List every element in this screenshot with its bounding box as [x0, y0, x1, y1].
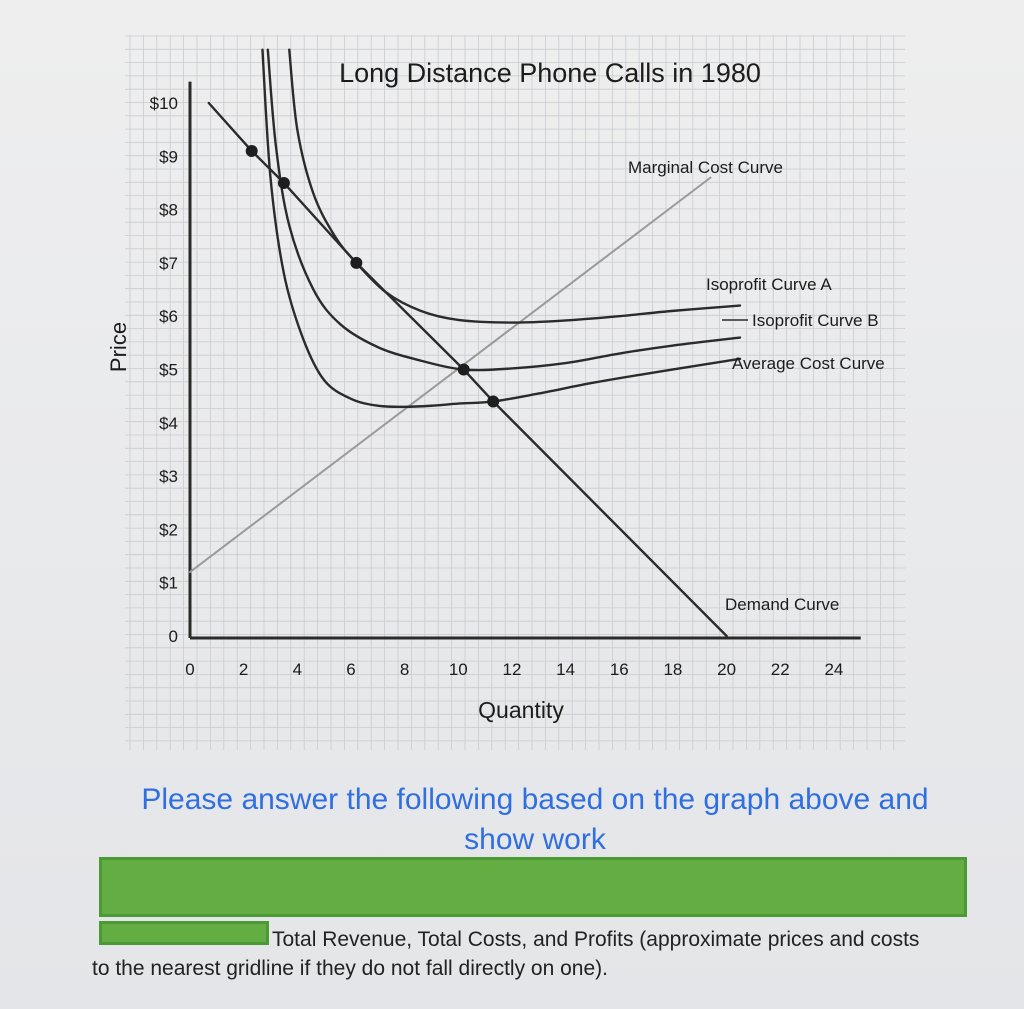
x-tick-label: 20	[717, 660, 736, 679]
marked-point	[457, 363, 470, 376]
marked-point	[350, 256, 363, 269]
redaction-bar-main	[99, 857, 967, 917]
marked-point	[277, 176, 290, 189]
y-tick-label: $8	[159, 201, 178, 220]
x-tick-label: 0	[185, 660, 194, 679]
y-tick-label: $1	[159, 574, 178, 593]
marginal-cost-curve-line	[189, 176, 712, 574]
y-tick-label: 0	[169, 627, 178, 646]
x-tick-label: 18	[663, 660, 682, 679]
y-tick-label: $4	[159, 414, 178, 433]
y-tick-label: $2	[159, 520, 178, 539]
isoprofit-curve-a-label: Isoprofit Curve A	[706, 275, 832, 294]
x-tick-label: 22	[771, 660, 790, 679]
isoprofit-curve-b-label: Isoprofit Curve B	[752, 311, 879, 330]
average-cost-curve-label: Average Cost Curve	[732, 354, 885, 373]
prompt-line-1: Please answer the following based on the…	[141, 783, 929, 816]
x-tick-label: 8	[400, 660, 409, 679]
x-axis-label: Quantity	[478, 697, 564, 723]
x-tick-label: 16	[610, 660, 629, 679]
axes	[188, 81, 861, 640]
x-tick-label: 24	[824, 660, 843, 679]
y-tick-label: $9	[159, 147, 178, 166]
marginal-cost-curve-label: Marginal Cost Curve	[628, 158, 783, 177]
x-tick-label: 4	[293, 660, 302, 679]
demand-curve-label: Demand Curve	[725, 595, 839, 614]
question-line-1: Total Revenue, Total Costs, and Profits …	[272, 928, 920, 951]
isoprofit-curve-b-line	[266, 48, 742, 372]
question-line-2: to the nearest gridline if they do not f…	[92, 957, 608, 980]
redaction-bar-small	[99, 921, 269, 945]
marked-point	[487, 395, 500, 408]
y-tick-label: $10	[150, 94, 178, 113]
chart-labels: Long Distance Phone Calls in 1980 Quanti…	[106, 58, 761, 723]
x-tick-label: 14	[556, 660, 575, 679]
chart-title: Long Distance Phone Calls in 1980	[339, 58, 761, 88]
x-tick-label: 10	[449, 660, 468, 679]
isoprofit-curve-a-line	[288, 48, 742, 324]
y-tick-label: $7	[159, 254, 178, 273]
prompt-line-2: show work	[464, 823, 606, 856]
average-cost-curve-line	[261, 48, 742, 409]
x-tick-label: 12	[502, 660, 521, 679]
y-tick-label: $5	[159, 361, 178, 380]
series-labels: Demand Curve Marginal Cost Curve Average C…	[628, 158, 885, 614]
phone-calls-chart: 0 2 4 6 8 10 12 14 16 18 20 22 240$1$2$3$4$5$6$7$8$9…	[106, 35, 905, 750]
y-axis-label: Price	[106, 322, 131, 372]
x-tick-label: 2	[239, 660, 248, 679]
tick-labels: 0 2 4 6 8 10 12 14 16 18 20 22 240$1$2$3$4$5$6$7$8$9…	[150, 94, 844, 679]
y-tick-label: $3	[159, 467, 178, 486]
marked-point	[245, 144, 258, 157]
x-tick-label: 6	[346, 660, 355, 679]
marked-points	[245, 144, 500, 408]
y-tick-label: $6	[159, 307, 178, 326]
grid-lines	[125, 35, 905, 750]
